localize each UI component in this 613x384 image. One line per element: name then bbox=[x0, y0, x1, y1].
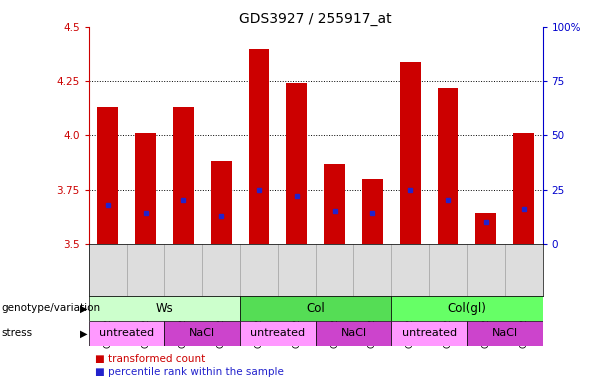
Text: ■ transformed count: ■ transformed count bbox=[95, 354, 205, 364]
Title: GDS3927 / 255917_at: GDS3927 / 255917_at bbox=[240, 12, 392, 26]
Text: NaCl: NaCl bbox=[340, 328, 367, 338]
Bar bbox=[438, 88, 459, 244]
Bar bbox=[513, 133, 534, 244]
Bar bbox=[127, 244, 164, 296]
Bar bbox=[354, 244, 391, 296]
Bar bbox=[324, 164, 345, 244]
Bar bbox=[504, 244, 543, 296]
Text: Col(gl): Col(gl) bbox=[447, 302, 486, 314]
Bar bbox=[164, 244, 202, 296]
Bar bbox=[391, 244, 429, 296]
Bar bbox=[400, 61, 421, 244]
Bar bbox=[89, 321, 164, 346]
Bar bbox=[240, 321, 316, 346]
Text: stress: stress bbox=[1, 328, 32, 338]
Text: untreated: untreated bbox=[402, 328, 457, 338]
Bar bbox=[89, 296, 240, 321]
Bar bbox=[240, 244, 278, 296]
Text: Col: Col bbox=[306, 302, 325, 314]
Text: ▶: ▶ bbox=[80, 328, 88, 338]
Bar bbox=[202, 244, 240, 296]
Bar bbox=[173, 107, 194, 244]
Bar bbox=[278, 244, 316, 296]
Bar bbox=[89, 244, 127, 296]
Bar bbox=[391, 321, 467, 346]
Bar bbox=[211, 161, 232, 244]
Bar bbox=[249, 48, 269, 244]
Bar bbox=[286, 83, 307, 244]
Text: ■ percentile rank within the sample: ■ percentile rank within the sample bbox=[95, 367, 284, 377]
Text: untreated: untreated bbox=[250, 328, 305, 338]
Bar bbox=[467, 321, 543, 346]
Bar bbox=[164, 321, 240, 346]
Bar bbox=[135, 133, 156, 244]
Text: genotype/variation: genotype/variation bbox=[1, 303, 101, 313]
Bar bbox=[316, 244, 354, 296]
Text: untreated: untreated bbox=[99, 328, 154, 338]
Text: NaCl: NaCl bbox=[492, 328, 518, 338]
Text: Ws: Ws bbox=[156, 302, 173, 314]
Text: NaCl: NaCl bbox=[189, 328, 215, 338]
Bar bbox=[316, 321, 391, 346]
Bar bbox=[97, 107, 118, 244]
Bar bbox=[467, 244, 504, 296]
Text: ▶: ▶ bbox=[80, 303, 88, 313]
Bar bbox=[429, 244, 467, 296]
Bar bbox=[476, 214, 496, 244]
Bar bbox=[240, 296, 391, 321]
Bar bbox=[391, 296, 543, 321]
Bar bbox=[362, 179, 383, 244]
